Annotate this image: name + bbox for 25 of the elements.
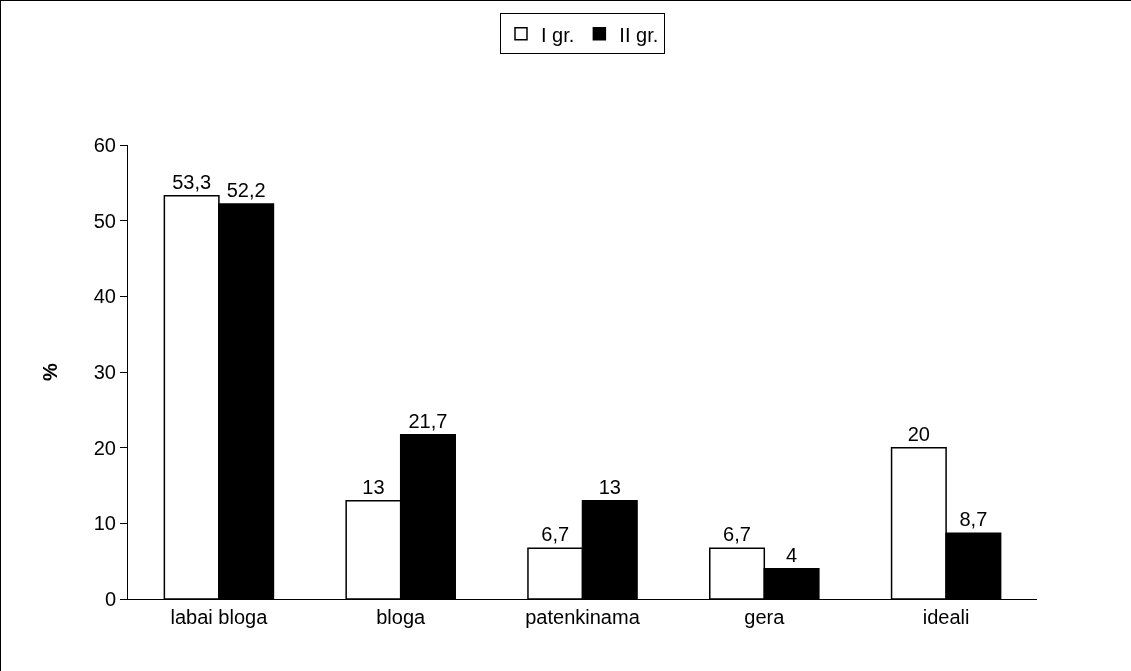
data-label: 53,3 — [172, 170, 212, 193]
y-tick-label: 20 — [93, 436, 116, 459]
legend-label: I gr. — [541, 23, 575, 46]
y-tick-label: 60 — [93, 134, 116, 156]
x-tick-label: gera — [744, 606, 786, 628]
y-tick-label: 50 — [93, 209, 116, 232]
y-tick-label: 30 — [93, 361, 116, 383]
data-label: 13 — [598, 475, 621, 498]
data-label: 21,7 — [408, 409, 448, 432]
data-label: 20 — [907, 422, 930, 445]
y-tick-label: 0 — [104, 588, 116, 610]
x-tick-label: patenkinama — [525, 606, 641, 628]
x-tick-label: labai bloga — [170, 606, 269, 628]
y-axis-title: % — [39, 362, 62, 381]
data-label: 8,7 — [959, 508, 988, 531]
data-label: 52,2 — [226, 179, 266, 202]
x-tick-label: ideali — [922, 606, 970, 628]
x-tick-label: bloga — [376, 606, 427, 628]
data-label: 13 — [362, 475, 385, 498]
y-tick-label: 40 — [93, 285, 116, 308]
y-tick-label: 10 — [93, 512, 116, 535]
data-label: 4 — [786, 543, 798, 566]
data-label: 6,7 — [541, 523, 570, 546]
data-label: 6,7 — [723, 523, 751, 546]
legend-label: II gr. — [619, 23, 659, 46]
